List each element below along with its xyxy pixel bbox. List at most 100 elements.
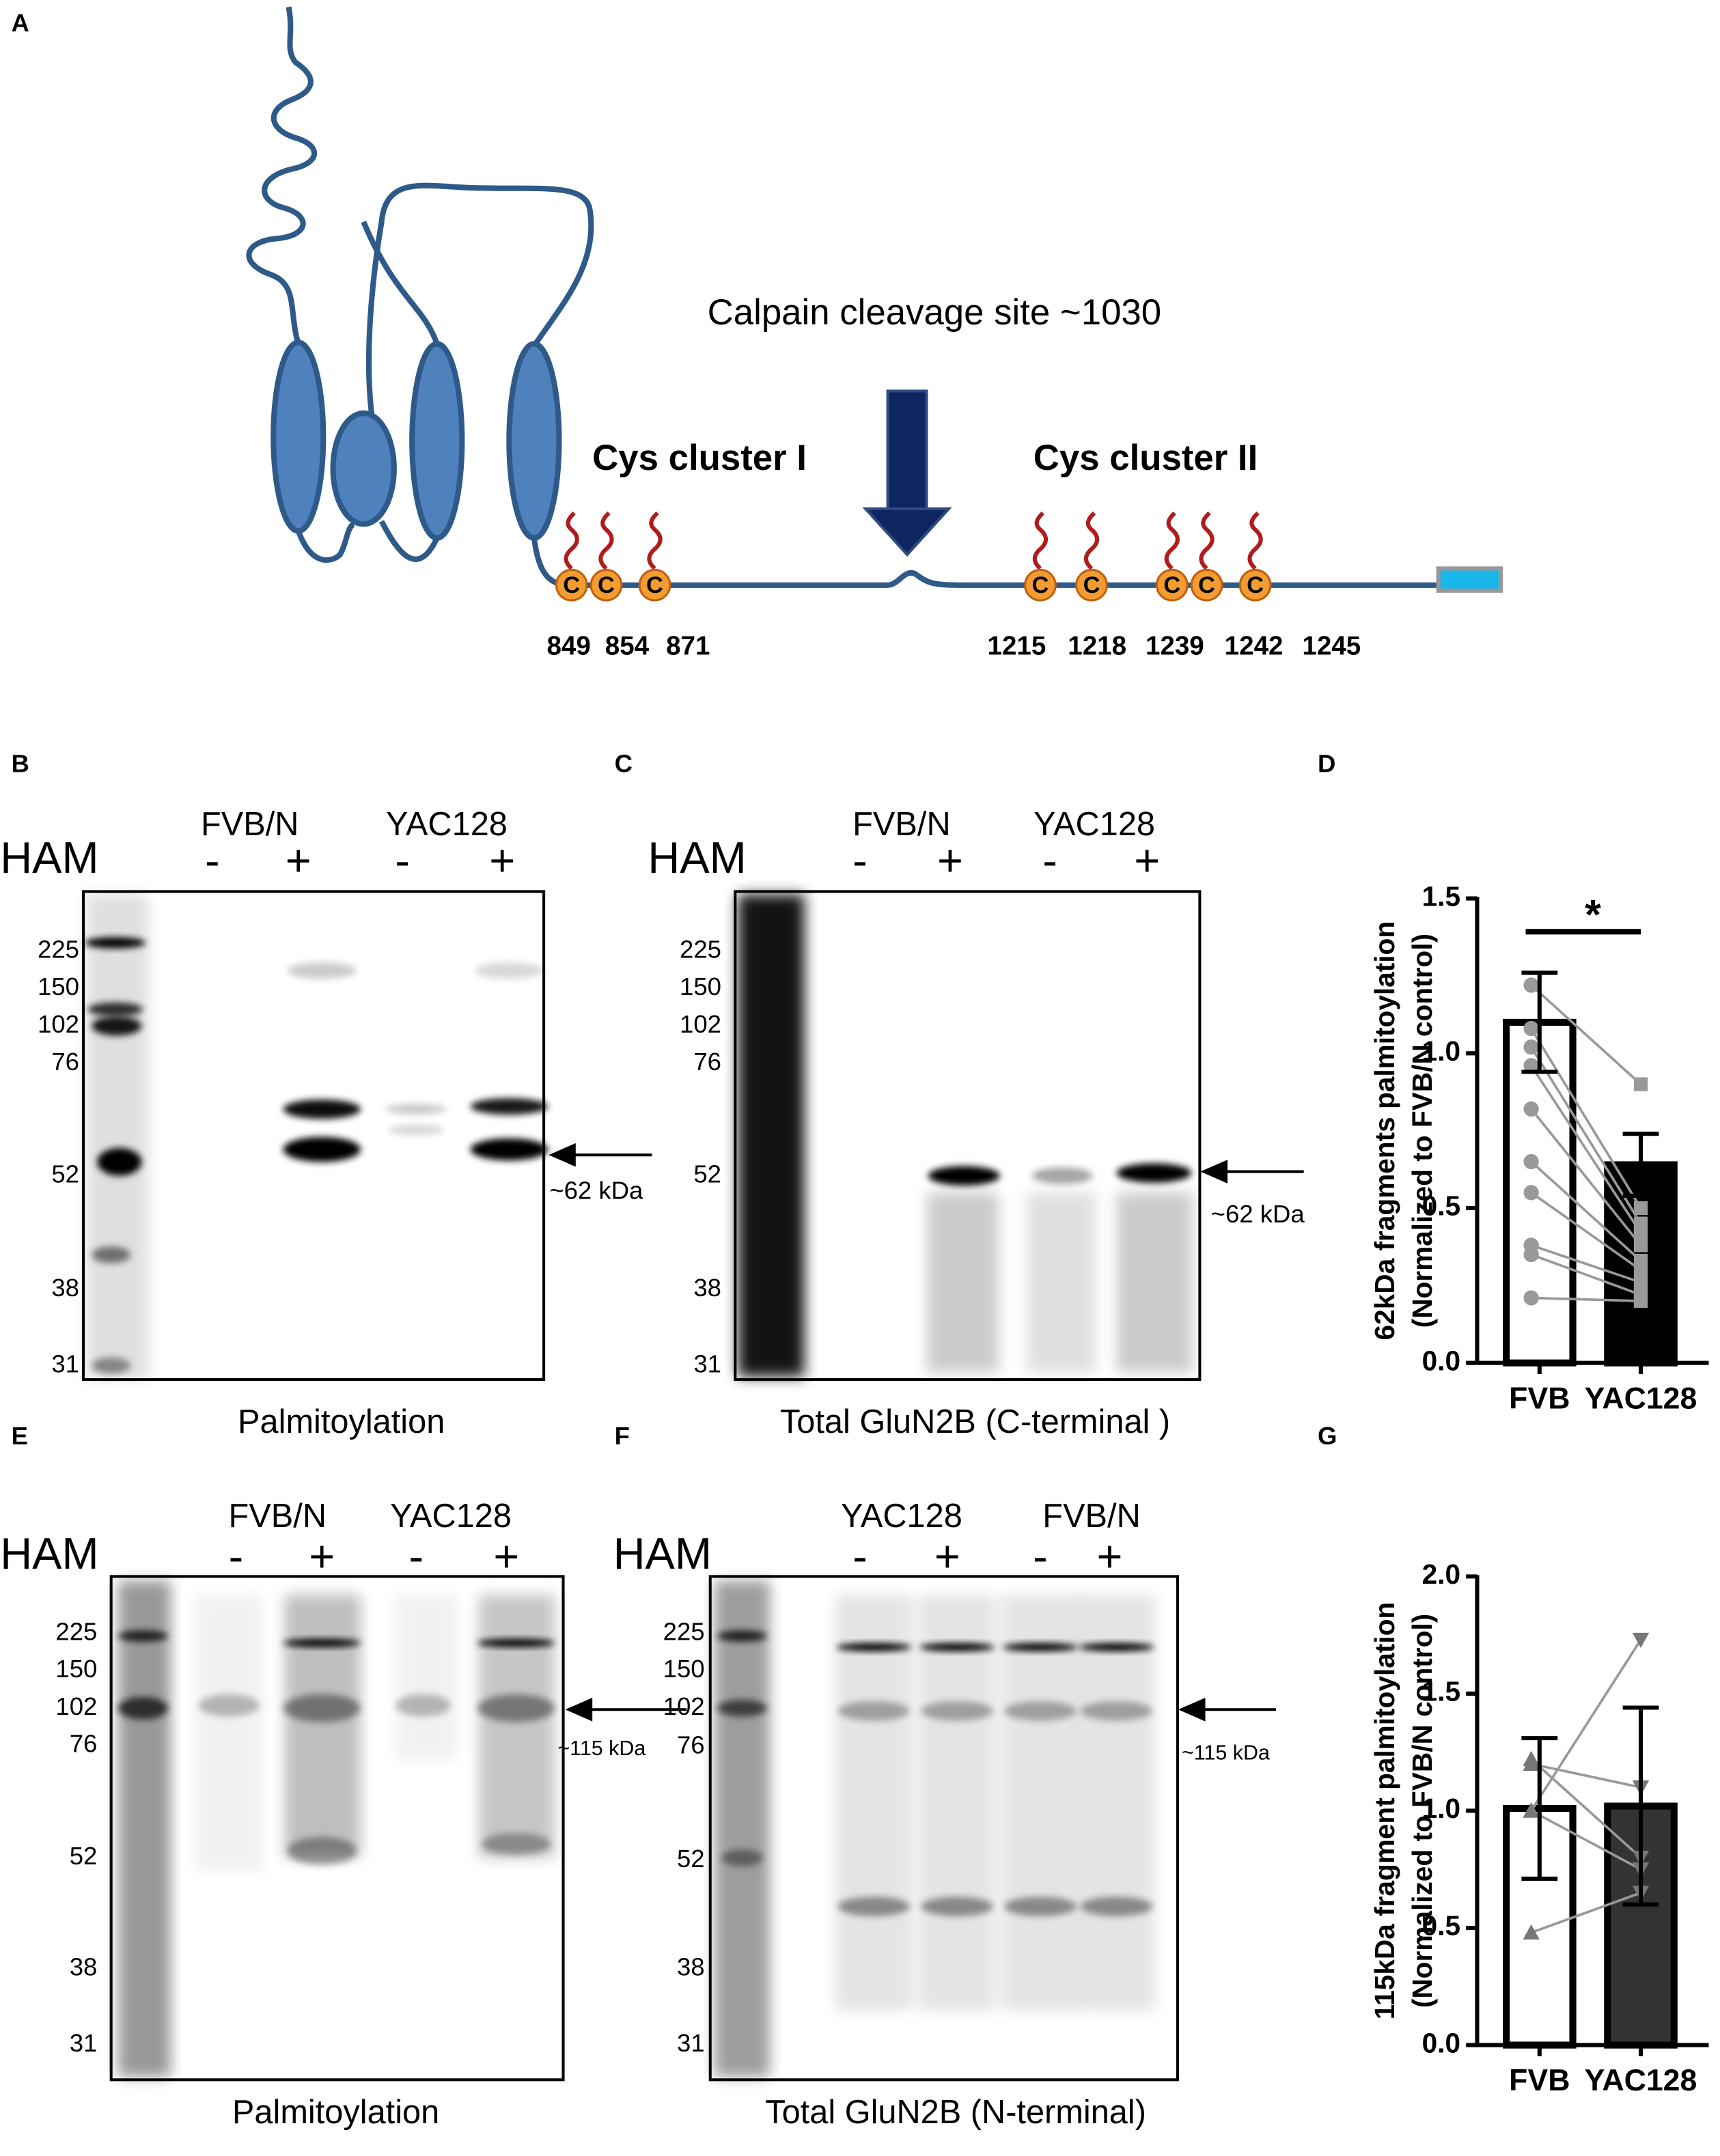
data-point — [1523, 1185, 1539, 1201]
cysteine — [1155, 568, 1189, 602]
pair-line — [1530, 1809, 1641, 1871]
palmitate — [1247, 511, 1263, 570]
y-axis-label: 115kDa fragment palmitoylation — [1369, 1602, 1400, 2019]
gel-band — [928, 1166, 1001, 1186]
pair-line — [1531, 1763, 1641, 1789]
gel-band — [117, 1696, 168, 1720]
pair-line — [1530, 1160, 1642, 1262]
pair-line — [1530, 1191, 1642, 1272]
gel-band — [92, 1357, 131, 1374]
marker-label: 31 — [693, 1349, 721, 1377]
gel-smear — [1001, 1594, 1079, 2011]
gel-band — [395, 1694, 452, 1717]
panel-label: G — [1318, 1422, 1337, 1450]
gel-band — [87, 1002, 143, 1017]
cysteine-label: C — [646, 572, 663, 598]
gel-band — [481, 1832, 551, 1856]
arrow-label: ~62 kDa — [1211, 1200, 1305, 1228]
cysteine-label: C — [563, 572, 580, 598]
gel-band — [283, 1099, 361, 1119]
cysteine — [555, 568, 588, 602]
group-label: FVB/N — [229, 1498, 327, 1535]
gel-border — [734, 890, 1202, 1382]
marker-label: 76 — [70, 1730, 98, 1758]
gel-smear — [926, 1192, 999, 1373]
treatment-sign: - — [1042, 835, 1057, 885]
gel-band — [837, 1701, 911, 1721]
gel-band — [721, 1849, 763, 1866]
gel-band — [477, 1694, 555, 1722]
treatment-sign: + — [286, 835, 311, 885]
site-number: 1242 — [1225, 631, 1284, 660]
gel-border — [708, 1575, 1179, 2082]
treatment-sign: - — [409, 1531, 424, 1581]
pair-line — [1530, 1028, 1642, 1209]
y-tick-label: 0.5 — [1422, 1910, 1460, 1942]
marker-label: 76 — [51, 1048, 79, 1076]
panel-label: F — [615, 1422, 630, 1450]
x-tick-label: YAC128 — [1585, 1382, 1697, 1415]
gel-smear — [1026, 1192, 1096, 1373]
panel-label: D — [1318, 749, 1335, 777]
y-tick-label: 0.0 — [1422, 1345, 1460, 1376]
group-label: FVB/N — [852, 806, 950, 843]
gel — [708, 1575, 1179, 2082]
pair-line — [1530, 1065, 1642, 1234]
group-label: YAC128 — [390, 1498, 512, 1535]
gel-band — [477, 1638, 555, 1647]
gel-band — [717, 1630, 767, 1642]
arrow-label: ~115 kDa — [1182, 1741, 1270, 1764]
marker-label: 52 — [677, 1845, 705, 1873]
marker-label: 150 — [55, 1655, 97, 1683]
gel-border — [82, 890, 546, 1382]
treatment-sign: + — [489, 835, 515, 885]
y-tick-label: 0.0 — [1422, 2027, 1460, 2058]
site-number: 1239 — [1146, 631, 1204, 660]
cluster-label: Cys cluster II — [1034, 438, 1258, 478]
gel-band — [1079, 1642, 1154, 1651]
y-tick-label: 1.5 — [1422, 1676, 1460, 1707]
pair-line — [1531, 1244, 1641, 1284]
y-tick-label: 1.5 — [1422, 880, 1460, 912]
marker-label: 102 — [663, 1692, 705, 1720]
pair-line — [1531, 1296, 1641, 1302]
panel-label: A — [12, 9, 29, 37]
x-tick-label: FVB — [1509, 2064, 1570, 2097]
marker-label: 38 — [693, 1274, 721, 1302]
palmitate — [598, 511, 614, 570]
gel-smear — [835, 1594, 913, 2011]
gel-band — [837, 1896, 911, 1916]
y-axis-label: 62kDa fragments palmitoylation — [1369, 921, 1400, 1341]
gel-band — [385, 1104, 447, 1115]
y-tick-label: 0.5 — [1422, 1190, 1460, 1222]
gel — [82, 890, 549, 1382]
gel-band — [470, 1138, 549, 1161]
gel-band — [921, 1701, 993, 1721]
marker-label: 150 — [38, 972, 79, 1000]
gel-caption: Total GluN2B (N-terminal) — [765, 2094, 1146, 2131]
marker-label: 52 — [51, 1160, 79, 1188]
x-tick-label: FVB — [1509, 1382, 1570, 1415]
gel-smear — [194, 1594, 264, 1872]
gel-smear — [918, 1594, 996, 2011]
gel-band — [117, 1630, 168, 1642]
gel-smear — [714, 1580, 771, 2077]
gel-caption: Palmitoylation — [238, 1403, 445, 1440]
pair-line — [1531, 1891, 1641, 1934]
treatment-sign: - — [1033, 1531, 1048, 1581]
site-number: 1215 — [988, 631, 1046, 660]
gel-band — [1080, 1701, 1153, 1721]
treatment-sign: - — [395, 835, 410, 885]
gel-band — [921, 1896, 993, 1916]
marker-label: 31 — [51, 1349, 79, 1377]
gel-band — [85, 937, 146, 949]
cysteine-label: C — [1163, 572, 1180, 598]
data-point — [1633, 1293, 1648, 1308]
treatment-sign: + — [937, 835, 963, 885]
marker-label: 52 — [693, 1160, 721, 1188]
marker-label: 31 — [677, 2029, 705, 2057]
data-point — [1523, 1755, 1540, 1772]
data-point — [1523, 1039, 1539, 1055]
gel-band — [92, 1246, 131, 1263]
pair-line — [1530, 984, 1642, 1085]
